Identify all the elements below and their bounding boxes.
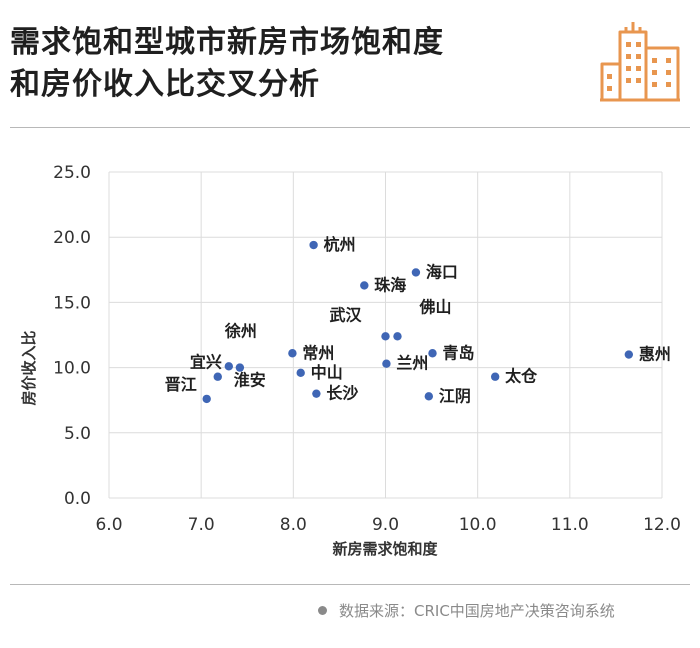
data-label: 武汉: [329, 305, 362, 324]
data-point-青岛[interactable]: [428, 349, 437, 358]
data-point-中山[interactable]: [296, 368, 305, 378]
data-point-宜兴[interactable]: [235, 363, 245, 372]
data-point-武汉[interactable]: [381, 332, 390, 341]
x-tick-label: 12.0: [643, 515, 681, 535]
y-tick-label: 5.0: [64, 424, 91, 444]
scatter-chart: 6.0 7.0 8.0 9.0 10.0 11.0 12.0 0.0 5.0 10.0 15.0 20…: [20, 163, 681, 558]
y-tick-label: 10.0: [53, 359, 91, 379]
data-label: 惠州: [639, 345, 671, 364]
data-point-常州[interactable]: [288, 349, 297, 358]
top-divider: [10, 127, 690, 128]
data-source-text: 数据来源：CRIC中国房地产决策咨询系统: [339, 602, 615, 620]
x-tick-label: 9.0: [372, 515, 399, 535]
data-label: 淮安: [234, 371, 266, 390]
data-point-惠州[interactable]: [624, 350, 634, 359]
bullet-icon: [318, 606, 327, 615]
data-point-佛山[interactable]: [393, 332, 402, 341]
data-label: 海口: [426, 262, 458, 281]
x-tick-label: 11.0: [551, 515, 589, 535]
data-label: 晋江: [165, 375, 197, 394]
data-label: 青岛: [443, 343, 475, 362]
bottom-divider: [10, 584, 690, 585]
data-point-杭州[interactable]: [309, 240, 318, 250]
chart-title: 需求饱和型城市新房市场饱和度 和房价收入比交叉分析: [10, 22, 444, 106]
data-label: 杭州: [324, 235, 356, 254]
data-label: 佛山: [418, 297, 451, 316]
x-tick-label: 8.0: [280, 515, 307, 535]
city-buildings-icon: [600, 22, 680, 102]
data-point-晋江[interactable]: [202, 394, 211, 404]
data-label: 太仓: [504, 367, 538, 386]
y-tick-label: 25.0: [53, 163, 91, 183]
data-point-珠海[interactable]: [360, 281, 369, 290]
x-tick-label: 7.0: [188, 515, 215, 535]
data-point-徐州[interactable]: [224, 362, 234, 371]
data-label: 珠海: [374, 275, 406, 294]
y-tick-label: 15.0: [53, 293, 91, 313]
data-point-兰州[interactable]: [382, 359, 391, 368]
data-label: 江阴: [439, 386, 471, 405]
x-axis-label: 新房需求饱和度: [332, 540, 438, 558]
data-label: 宜兴: [190, 353, 222, 372]
data-source: 数据来源：CRIC中国房地产决策咨询系统: [318, 600, 615, 621]
data-label: 长沙: [326, 384, 358, 403]
data-point-海口[interactable]: [411, 268, 421, 277]
y-tick-label: 0.0: [64, 489, 91, 509]
y-tick-label: 20.0: [53, 228, 91, 248]
chart-title-line-1: 需求饱和型城市新房市场饱和度: [10, 25, 444, 60]
data-label: 常州: [302, 343, 334, 362]
data-point-太仓[interactable]: [490, 372, 500, 381]
chart-title-line-2: 和房价收入比交叉分析: [10, 67, 320, 102]
x-tick-label: 6.0: [95, 515, 122, 535]
data-label: 徐州: [224, 321, 257, 340]
data-label: 兰州: [396, 354, 428, 373]
data-point-淮安[interactable]: [213, 372, 222, 381]
y-axis-label: 房价收入比: [20, 330, 38, 405]
data-label: 中山: [311, 363, 343, 382]
data-point-江阴[interactable]: [424, 392, 434, 401]
data-point-长沙[interactable]: [312, 389, 321, 398]
x-tick-label: 10.0: [459, 515, 497, 535]
